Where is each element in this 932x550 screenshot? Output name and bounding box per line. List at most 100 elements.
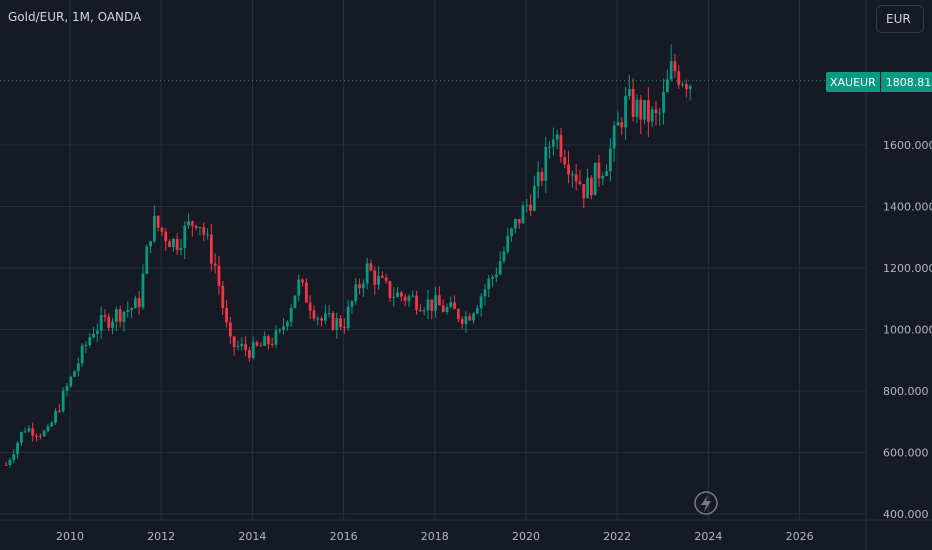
candle [373, 266, 377, 295]
currency-button[interactable]: EUR [876, 5, 924, 33]
candle [635, 94, 639, 124]
candle [225, 299, 228, 328]
candle-body [240, 343, 244, 347]
candle-body [42, 431, 46, 437]
candle [380, 271, 384, 279]
candle [513, 218, 517, 234]
candle [430, 299, 434, 320]
candle [658, 108, 662, 126]
candle [646, 87, 650, 138]
candle [297, 274, 301, 302]
candle-body [464, 316, 468, 324]
candle-body [160, 227, 164, 232]
candle [475, 304, 479, 315]
candle [38, 433, 42, 440]
candle-body [164, 231, 168, 242]
candle [282, 317, 285, 336]
candle [437, 286, 441, 306]
candle [510, 227, 513, 242]
candle-body [639, 99, 643, 120]
candle-body [118, 309, 122, 322]
candle-body [270, 344, 274, 346]
grid [0, 0, 866, 520]
candle-body [76, 363, 80, 372]
candle [597, 154, 601, 188]
candle-body [555, 134, 559, 140]
candle-body [403, 296, 407, 301]
candle-body [593, 162, 597, 196]
candle-body [73, 371, 76, 377]
candle [483, 283, 487, 306]
candle [354, 278, 358, 305]
candle-body [111, 321, 114, 328]
candle [168, 239, 171, 248]
candle-body [521, 205, 525, 224]
candle [232, 335, 236, 356]
candle [57, 404, 61, 413]
candle [574, 164, 578, 191]
candle [251, 336, 255, 360]
candle-body [597, 162, 601, 179]
candle-body [331, 312, 335, 330]
x-tick-label: 2022 [603, 530, 631, 543]
candle [278, 328, 282, 334]
candle [624, 86, 627, 140]
candle-body [506, 236, 510, 252]
candle [190, 220, 194, 237]
x-tick-label: 2010 [56, 530, 84, 543]
candle-body [646, 100, 650, 122]
x-tick-label: 2024 [694, 530, 722, 543]
candle-body [502, 251, 506, 262]
price-tag-symbol: XAUEUR [826, 72, 880, 92]
candle [69, 375, 73, 388]
candle-body [601, 175, 605, 179]
candle-body [650, 109, 654, 122]
candle-body [263, 336, 266, 346]
candle [418, 303, 422, 313]
candle-body [631, 89, 635, 117]
candle [111, 317, 114, 335]
candle [555, 129, 559, 150]
candle-body [126, 310, 130, 312]
candle-body [517, 219, 521, 224]
candle [8, 457, 12, 468]
candle-body [612, 125, 616, 149]
candle-body [586, 177, 589, 199]
candle [308, 295, 312, 320]
candle [304, 278, 308, 303]
candle [46, 423, 50, 433]
y-tick-label: 400.000 [883, 508, 929, 521]
candle-body [312, 310, 316, 319]
candle-body [175, 239, 179, 250]
candle [548, 141, 551, 159]
candle-body [107, 316, 111, 328]
candle-body [114, 309, 118, 322]
candle-body [536, 171, 540, 186]
candle-body [388, 281, 392, 299]
candle [673, 53, 677, 78]
x-tick-label: 2016 [330, 530, 358, 543]
candle-body [323, 313, 327, 321]
candle-body [335, 318, 339, 330]
candle-body [411, 295, 415, 297]
x-tick-label: 2014 [238, 530, 266, 543]
candle [194, 224, 198, 231]
candle-body [563, 157, 567, 165]
candle [570, 170, 574, 188]
candle-body [453, 302, 456, 309]
candle-body [430, 299, 434, 311]
candle-body [635, 99, 639, 117]
candle [198, 226, 202, 236]
candle-body [57, 410, 61, 412]
candle-body [69, 376, 73, 387]
candle [141, 264, 145, 310]
candle [665, 69, 669, 93]
candle [407, 294, 411, 307]
candle-body [95, 330, 99, 334]
x-tick-label: 2012 [147, 530, 175, 543]
lightning-icon[interactable] [694, 491, 718, 515]
candle [346, 299, 350, 331]
candle-body [399, 292, 403, 297]
